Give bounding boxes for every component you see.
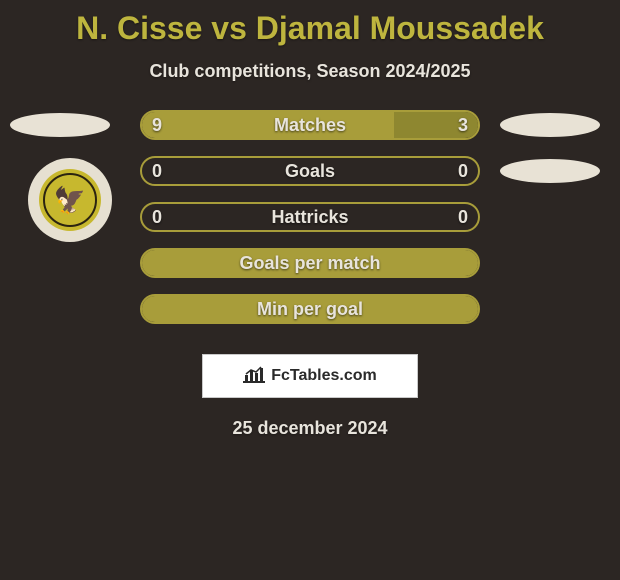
stat-value-left: 0	[152, 156, 162, 186]
stat-value-left: 9	[152, 110, 162, 140]
stat-bar-track: Goals	[140, 156, 480, 186]
page-title: N. Cisse vs Djamal Moussadek	[0, 0, 620, 47]
stat-bar-track: Hattricks	[140, 202, 480, 232]
date-text: 25 december 2024	[0, 418, 620, 439]
stat-bar-track: Goals per match	[140, 248, 480, 278]
stat-row: Matches9 3	[0, 110, 620, 156]
stat-label: Hattricks	[142, 204, 478, 230]
player-badge-right	[500, 159, 600, 183]
page-subtitle: Club competitions, Season 2024/2025	[0, 61, 620, 82]
brand-box[interactable]: FcTables.com	[202, 354, 418, 398]
stat-label: Goals per match	[142, 250, 478, 276]
stat-label: Min per goal	[142, 296, 478, 322]
player-badge-left	[10, 113, 110, 137]
stat-value-right: 0	[458, 202, 468, 232]
stat-label: Goals	[142, 158, 478, 184]
club-logo-glyph: 🦅	[54, 187, 86, 213]
stat-row: Hattricks0 0	[0, 202, 620, 248]
stat-bar-track: Matches	[140, 110, 480, 140]
chart-icon	[243, 365, 265, 388]
player-badge-right	[500, 113, 600, 137]
stat-value-right: 3	[458, 110, 468, 140]
stat-bar-track: Min per goal	[140, 294, 480, 324]
brand-text: FcTables.com	[271, 367, 377, 385]
stats-container: Matches93🦅Goals00Hattricks00Goals per ma…	[0, 110, 620, 340]
stat-value-right: 0	[458, 156, 468, 186]
stat-row: Goals per match	[0, 248, 620, 294]
stat-row: Goals0 0	[0, 156, 620, 202]
stat-value-left: 0	[152, 202, 162, 232]
stat-label: Matches	[142, 112, 478, 138]
stat-row: Min per goal	[0, 294, 620, 340]
